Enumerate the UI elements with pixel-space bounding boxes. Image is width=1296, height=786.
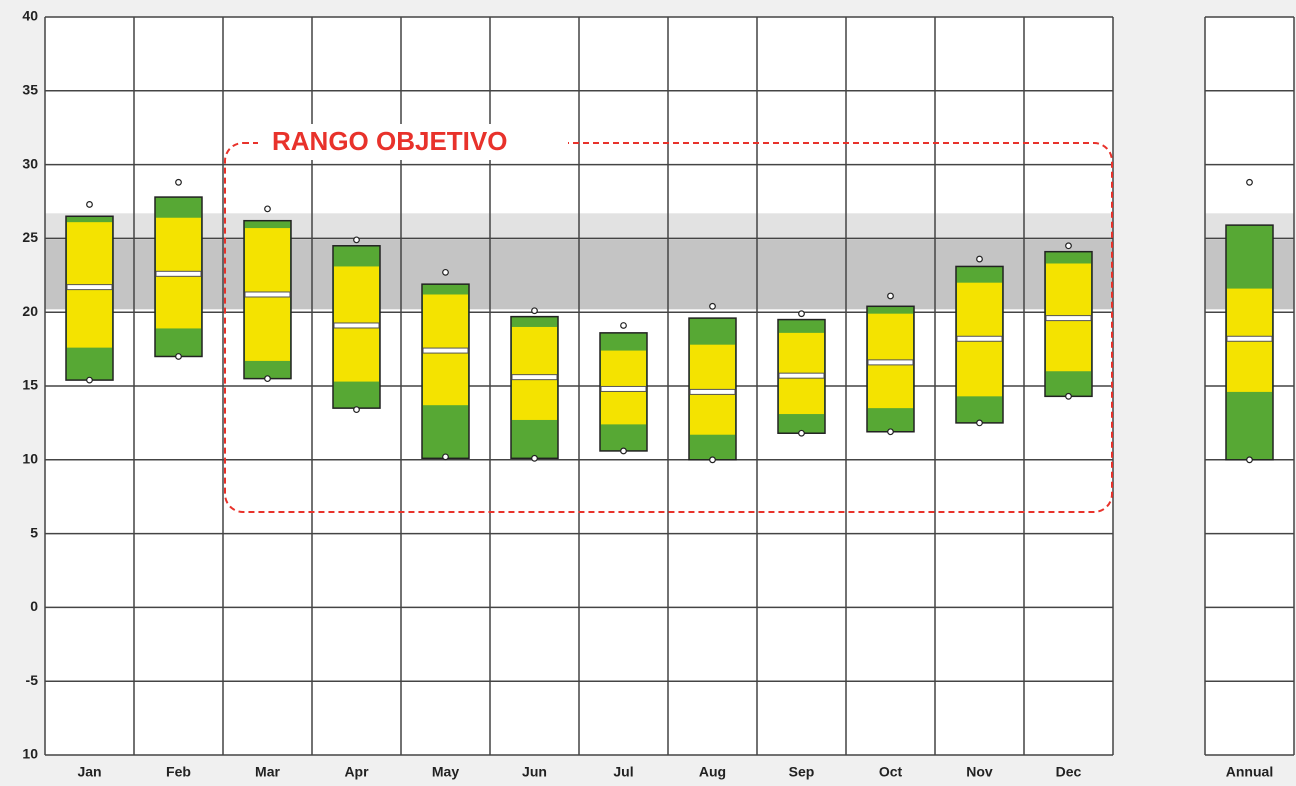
y-tick-label: 40 (22, 8, 38, 24)
mean-line (333, 322, 380, 329)
x-tick-label: Oct (879, 764, 903, 780)
annotation: RANGO OBJETIVO (272, 126, 507, 156)
record-low (264, 375, 271, 383)
record-low (798, 429, 805, 437)
record-low (86, 376, 93, 384)
mean-line (600, 385, 647, 392)
record-low (620, 447, 627, 455)
mean-line (956, 335, 1003, 342)
x-tick-label: Dec (1056, 764, 1082, 780)
record-high (798, 310, 805, 318)
y-tick-label: 5 (30, 524, 38, 540)
record-low (175, 353, 182, 360)
record-high (353, 236, 360, 244)
record-low (1065, 392, 1072, 400)
x-tick-label: Apr (344, 764, 369, 780)
y-tick-label: -5 (26, 672, 39, 688)
record-high (264, 205, 271, 213)
mean-line (511, 374, 558, 381)
record-low (1246, 456, 1253, 464)
x-tick-label: May (432, 764, 459, 780)
annotation-bg (258, 124, 568, 160)
y-tick-label: 15 (22, 377, 38, 393)
x-tick-label: Feb (166, 764, 191, 780)
x-tick-label: Jan (77, 764, 101, 780)
x-tick-label: Jul (613, 764, 633, 780)
record-low (442, 453, 449, 461)
x-tick-label: Sep (789, 764, 815, 780)
record-high (1246, 178, 1253, 186)
record-low (531, 454, 538, 462)
y-tick-label: 20 (22, 303, 38, 319)
record-high (1065, 242, 1072, 250)
record-high (86, 201, 93, 208)
record-high (442, 268, 449, 276)
mean-line (867, 359, 914, 366)
record-low (353, 406, 360, 414)
mean-line (778, 372, 825, 379)
mean-line (689, 388, 736, 395)
y-tick-label: 25 (22, 229, 38, 245)
x-tick-label: Mar (255, 764, 280, 780)
record-low (887, 428, 894, 436)
y-tick-label: 0 (30, 598, 38, 614)
record-low (709, 456, 716, 464)
y-tick-label: 35 (22, 82, 38, 98)
y-tick-label: 10 (22, 451, 38, 467)
x-tick-label: Nov (966, 764, 993, 780)
y-tick-label: 10 (22, 746, 38, 762)
x-tick-label: Aug (699, 764, 726, 780)
x-tick-label: Annual (1226, 764, 1273, 780)
record-low (976, 419, 983, 427)
x-tick-label: Jun (522, 764, 547, 780)
mean-line (1226, 335, 1273, 342)
mean-line (155, 270, 202, 277)
mean-line (66, 284, 113, 291)
mean-line (1045, 315, 1092, 322)
mean-line (244, 291, 291, 298)
annotation-frame (224, 142, 1113, 513)
inner-range (512, 326, 557, 420)
record-high (620, 322, 627, 329)
chart-layer: 10 -5 0 5 10 15 20 25 30 35 40 Jan Feb Mar Apr May Jun Ju… (22, 8, 1295, 780)
record-high (976, 255, 983, 263)
record-high (887, 292, 894, 300)
record-high (175, 178, 182, 186)
record-high (709, 302, 716, 310)
mean-line (422, 347, 469, 354)
y-tick-label: 30 (22, 155, 38, 171)
record-high (531, 307, 538, 315)
